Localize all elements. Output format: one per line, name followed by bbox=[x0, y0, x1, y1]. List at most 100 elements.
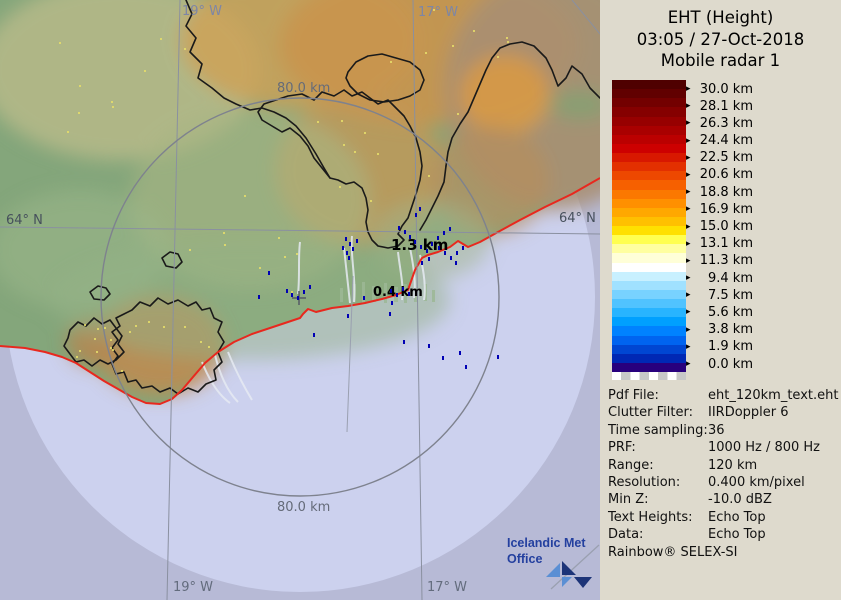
terrain-speckle bbox=[96, 351, 99, 354]
tick-arrow-icon: ▸ bbox=[686, 324, 691, 335]
radar-echo bbox=[444, 251, 446, 255]
tick-arrow-icon: ▸ bbox=[686, 204, 691, 215]
terrain-speckle bbox=[96, 328, 99, 331]
terrain-speckle bbox=[456, 113, 459, 116]
scale-color-band bbox=[612, 153, 686, 163]
scale-color-band bbox=[612, 134, 686, 144]
radar-echo bbox=[398, 226, 400, 230]
scale-tick: ▸ 9.4 km bbox=[686, 270, 753, 287]
terrain-speckle bbox=[259, 267, 262, 270]
thin-line bbox=[346, 275, 354, 433]
scale-tick: ▸ 28.1 km bbox=[686, 98, 753, 115]
terrain-speckle bbox=[120, 370, 123, 373]
tick-arrow-icon: ▸ bbox=[686, 101, 691, 112]
range-ring-80km bbox=[100, 97, 500, 497]
scale-tick: ▸ 15.0 km bbox=[686, 218, 753, 235]
radar-echo bbox=[268, 271, 270, 275]
info-row: Time sampling: 36 bbox=[608, 423, 838, 440]
terrain-speckle bbox=[364, 131, 366, 134]
tick-arrow-icon: ▸ bbox=[686, 84, 691, 94]
terrain-speckle bbox=[243, 195, 246, 198]
info-label: PRF: bbox=[608, 440, 636, 456]
scale-labels: ▸ 30.0 km ▸ 28.1 km ▸ 26.3 km ▸ 24.4 km ▸ 22.5 km… bbox=[686, 81, 786, 381]
terrain-speckle bbox=[109, 338, 112, 341]
terrain-speckle bbox=[369, 200, 372, 203]
scale-transparency-strip bbox=[612, 372, 686, 380]
info-value: eht_120km_text.eht bbox=[708, 388, 839, 403]
radar-echo bbox=[449, 227, 451, 231]
terrain-speckle bbox=[188, 248, 191, 251]
radar-echo bbox=[342, 246, 344, 250]
terrain-speckle bbox=[75, 355, 78, 358]
terrain-speckle bbox=[340, 119, 343, 122]
info-value: 120 km bbox=[708, 457, 758, 473]
scale-tick: ▸ 1.9 km bbox=[686, 338, 753, 355]
radar-echo bbox=[391, 301, 393, 305]
software-brand: Rainbow® SELEX-SI bbox=[608, 545, 738, 560]
elevation-contours bbox=[63, 0, 600, 395]
tick-label: 26.3 km bbox=[699, 115, 753, 131]
radar-echo bbox=[420, 245, 422, 249]
terrain-speckle bbox=[159, 38, 162, 41]
tick-arrow-icon: ▸ bbox=[686, 187, 691, 198]
radar-echo bbox=[402, 287, 404, 291]
scale-color-band bbox=[612, 335, 686, 345]
info-row: Min Z: -10.0 dBZ bbox=[608, 492, 838, 509]
radar-echo bbox=[297, 296, 299, 300]
tick-label: 24.4 km bbox=[699, 133, 753, 149]
terrain-speckle bbox=[183, 326, 186, 329]
coastline bbox=[0, 177, 600, 405]
radar-echo bbox=[497, 355, 499, 359]
tick-label: 20.6 km bbox=[699, 167, 753, 183]
scale-color-band bbox=[612, 271, 686, 281]
radar-echo bbox=[389, 312, 391, 316]
scale-color-band bbox=[612, 253, 686, 263]
tick-label: 9.4 km bbox=[708, 270, 753, 286]
terrain-speckle bbox=[424, 52, 427, 55]
scale-color-band bbox=[612, 262, 686, 272]
scale-tick: ▸ 20.6 km bbox=[686, 166, 753, 183]
info-value: IIRDoppler 6 bbox=[708, 405, 789, 421]
scale-color-band bbox=[612, 162, 686, 172]
info-row: Clutter Filter: IIRDoppler 6 bbox=[608, 405, 838, 422]
product-datetime: 03:05 / 27-Oct-2018 bbox=[636, 29, 805, 49]
scale-color-band bbox=[612, 244, 686, 254]
tick-label: 11.3 km bbox=[699, 253, 753, 269]
scale-color-band bbox=[612, 107, 686, 117]
terrain-speckle bbox=[163, 325, 166, 328]
terrain-speckle bbox=[111, 100, 114, 103]
terrain-shading bbox=[0, 0, 600, 395]
scale-color-band bbox=[612, 299, 686, 309]
radar-echo bbox=[404, 230, 406, 234]
radar-echo bbox=[459, 351, 461, 355]
scale-tick: ▸ 3.8 km bbox=[686, 321, 753, 338]
terrain-speckle bbox=[78, 112, 81, 115]
terrain-speckle bbox=[104, 326, 107, 329]
info-label: Resolution: bbox=[608, 474, 681, 490]
radar-echo bbox=[258, 295, 260, 299]
info-label: Clutter Filter: bbox=[608, 405, 693, 421]
radar-echo bbox=[356, 239, 358, 243]
tick-arrow-icon: ▸ bbox=[686, 135, 691, 146]
scale-tick: ▸ 0.0 km bbox=[686, 356, 753, 373]
scale-color-band bbox=[612, 116, 686, 126]
radar-echo bbox=[309, 285, 311, 289]
info-row: PRF: 1000 Hz / 800 Hz bbox=[608, 440, 838, 457]
terrain-speckle bbox=[472, 29, 475, 32]
terrain-speckle bbox=[353, 150, 356, 153]
radar-echo bbox=[428, 257, 430, 261]
graticule bbox=[0, 0, 600, 600]
info-list: Pdf File: eht_120km_text.eht Clutter Filte… bbox=[608, 388, 838, 545]
radar-echo bbox=[345, 237, 347, 241]
radar-echo bbox=[421, 261, 423, 265]
info-label: Min Z: bbox=[608, 492, 649, 508]
terrain-speckle bbox=[451, 44, 454, 47]
radar-map[interactable]: 19° W 17° W 80.0 km 64° N 64° N 80.0 km … bbox=[0, 0, 600, 600]
radar-echo bbox=[408, 292, 410, 296]
scale-color-band bbox=[612, 80, 686, 90]
tick-label: 15.0 km bbox=[699, 219, 753, 235]
radar-echo bbox=[428, 344, 430, 348]
terrain-speckle bbox=[497, 55, 500, 58]
scale-color-band bbox=[612, 317, 686, 327]
